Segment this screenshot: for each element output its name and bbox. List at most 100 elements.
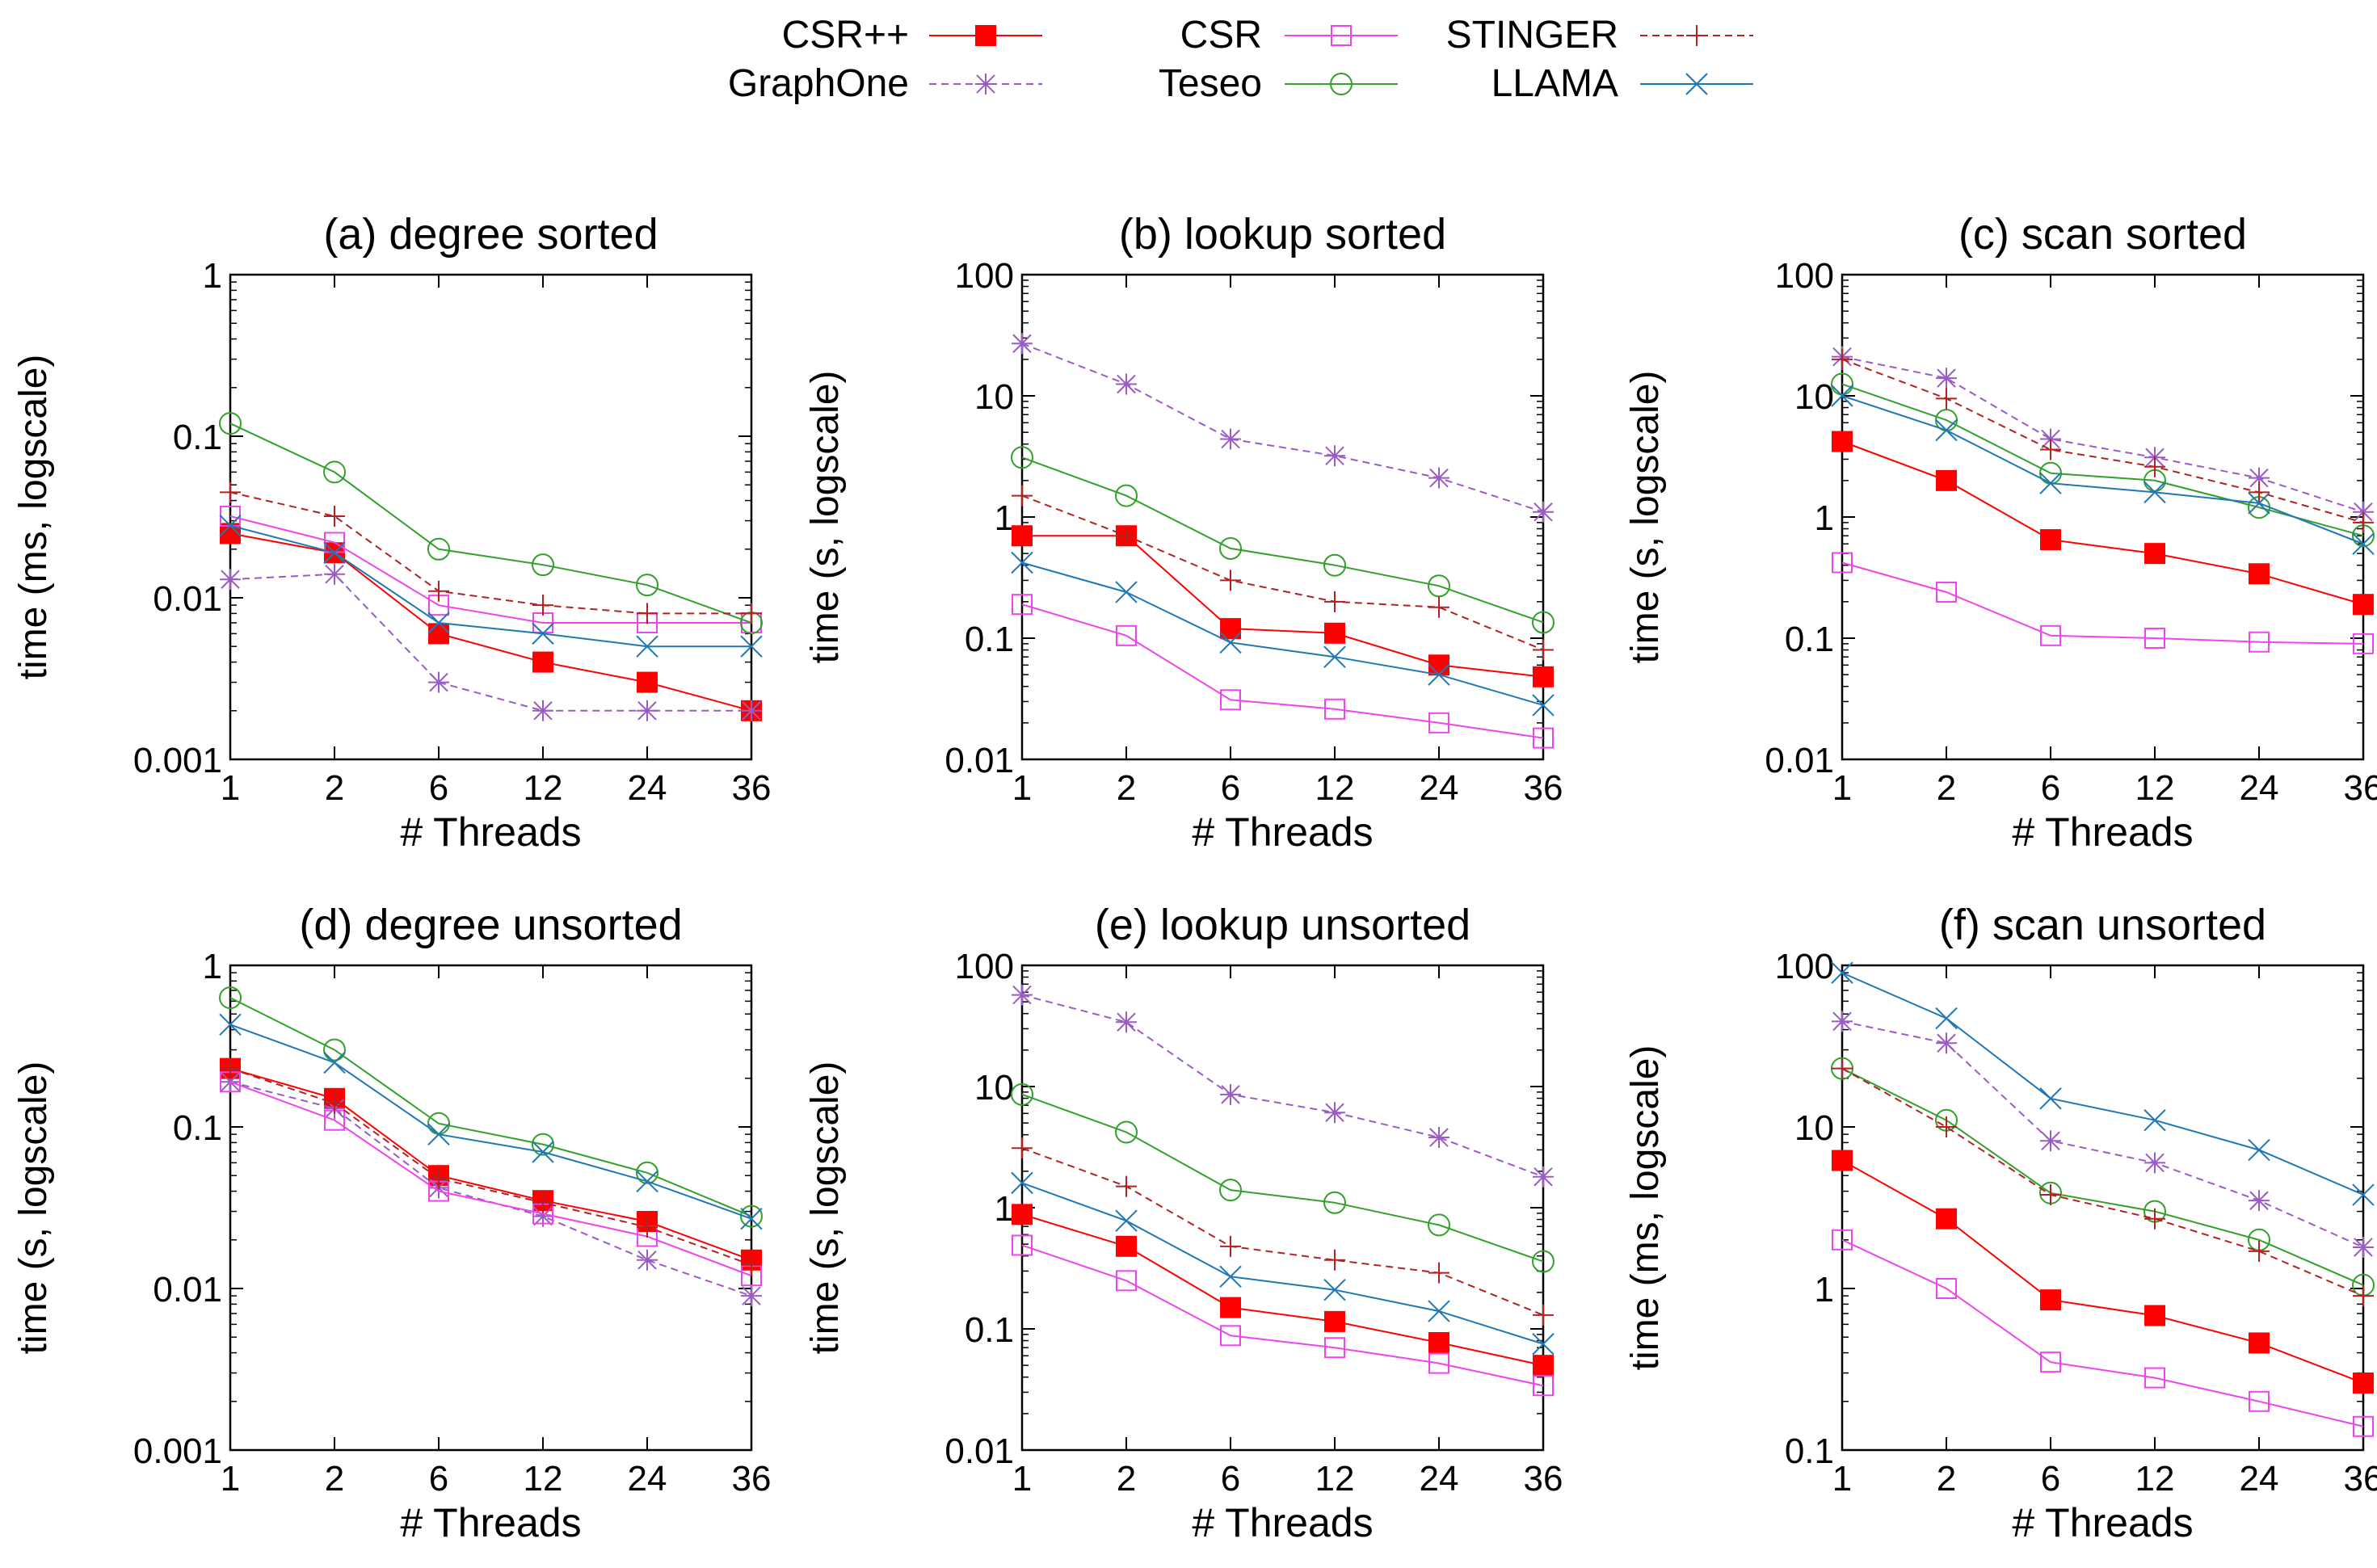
y-tick-label: 100 <box>1775 256 1834 296</box>
y-tick-label: 10 <box>1794 1108 1834 1148</box>
series-graphone <box>1832 346 2374 523</box>
series-line <box>1841 383 2364 537</box>
data-point <box>2144 1208 2165 1230</box>
y-tick-label: 0.01 <box>1765 741 1834 780</box>
data-point <box>2144 456 2165 477</box>
x-tick-label: 36 <box>1524 768 1563 808</box>
data-point <box>1533 501 1554 523</box>
legend-marker-csrpp <box>975 25 996 46</box>
data-point <box>219 986 242 1010</box>
data-point <box>1428 654 1449 676</box>
data-point <box>323 1038 346 1061</box>
x-tick-label: 2 <box>1117 1459 1136 1499</box>
data-point <box>2249 563 2270 585</box>
data-point <box>637 603 658 624</box>
data-point <box>2353 1236 2374 1258</box>
data-point <box>1324 1337 1345 1359</box>
data-point <box>532 1133 554 1156</box>
data-point <box>219 514 242 537</box>
data-point <box>1936 581 1957 603</box>
data-point <box>1324 622 1345 644</box>
data-point <box>1533 727 1554 749</box>
data-point <box>2040 428 2061 450</box>
series-line <box>1021 456 1544 624</box>
y-tick-label: 0.001 <box>133 1431 222 1471</box>
data-point <box>1532 694 1555 717</box>
data-point <box>2352 532 2375 555</box>
data-point <box>2144 1305 2165 1326</box>
data-point <box>1219 1179 1242 1202</box>
data-point <box>740 1208 763 1230</box>
data-point <box>1428 1262 1449 1284</box>
data-point <box>2249 1332 2270 1354</box>
y-tick-label: 100 <box>955 256 1014 296</box>
data-point <box>1012 1204 1033 1225</box>
data-point <box>220 481 241 503</box>
data-point <box>427 612 450 634</box>
data-point <box>1012 594 1033 616</box>
data-point <box>2249 1390 2270 1412</box>
series-line <box>1841 1067 2364 1297</box>
plot-frame <box>229 273 753 761</box>
series-line <box>1021 1147 1544 1316</box>
data-point <box>1831 372 1853 396</box>
y-tick-label: 0.01 <box>944 741 1014 780</box>
x-tick-label: 2 <box>1937 768 1956 808</box>
data-point <box>1116 525 1137 547</box>
data-point <box>324 505 345 527</box>
x-tick-label: 1 <box>1832 1459 1852 1499</box>
data-point <box>1936 1032 1957 1054</box>
series-line <box>229 1024 752 1220</box>
data-point <box>2040 1130 2061 1152</box>
panel-title: (c) scan sorted <box>1958 210 2247 259</box>
data-point <box>1832 1229 1853 1251</box>
data-point <box>2249 1190 2270 1212</box>
series-line <box>1021 561 1544 706</box>
series-csr <box>1832 552 2374 654</box>
data-point <box>636 635 658 658</box>
y-tick-label: 0.1 <box>173 1108 222 1148</box>
data-point <box>2249 481 2270 503</box>
data-point <box>1220 428 1241 450</box>
series-teseo <box>219 412 763 634</box>
data-point <box>1832 552 1853 574</box>
x-axis-label: # Threads <box>2012 1500 2193 1545</box>
series-csr <box>1012 1234 1554 1397</box>
x-tick-label: 36 <box>732 768 772 808</box>
y-tick-label: 0.001 <box>133 741 222 780</box>
plot-frame <box>1020 273 1545 761</box>
data-point <box>2144 628 2165 649</box>
data-point <box>2144 543 2165 565</box>
data-point <box>1831 961 1853 984</box>
data-point <box>1533 1304 1554 1326</box>
data-point <box>1428 712 1449 734</box>
data-point <box>1831 385 1853 407</box>
data-point <box>1936 368 1957 389</box>
data-point <box>1428 467 1449 489</box>
series-line <box>229 491 751 615</box>
x-tick-label: 6 <box>1221 1459 1240 1499</box>
data-point <box>2352 1183 2375 1206</box>
legend-item-csr: CSR <box>1180 14 1398 57</box>
data-point <box>1936 469 1957 491</box>
data-point <box>1220 689 1241 711</box>
series-line <box>1021 1093 1544 1263</box>
y-axis-label: time (s, logscale) <box>12 1061 55 1355</box>
x-axis-label: # Threads <box>400 809 581 855</box>
series-stinger <box>220 1057 762 1276</box>
data-point <box>1532 1333 1555 1356</box>
data-point <box>2249 631 2270 653</box>
data-point <box>1832 1150 1853 1171</box>
data-point <box>532 595 553 616</box>
x-tick-label: 6 <box>2041 1459 2060 1499</box>
y-tick-label: 0.1 <box>965 1310 1014 1350</box>
series-llama <box>1831 961 2375 1206</box>
data-point <box>1936 1208 1957 1230</box>
data-point <box>1533 1355 1554 1377</box>
series-line <box>1021 1244 1544 1387</box>
series-csr <box>1832 1229 2374 1437</box>
legend: CSR++ GraphOne CSR Teseo STINGER LLAMA <box>728 14 1753 105</box>
data-point <box>636 1161 658 1184</box>
series-line <box>1841 1020 2364 1248</box>
